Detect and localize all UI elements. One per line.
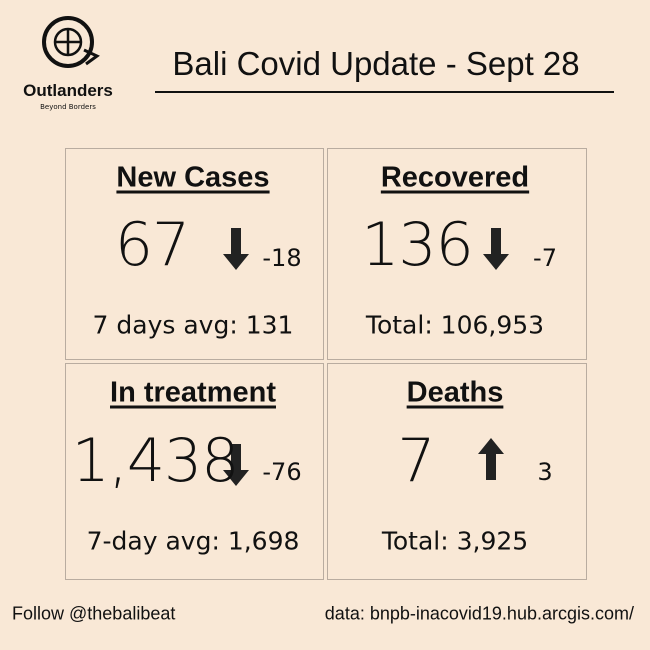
card-heading: Recovered (380, 161, 530, 194)
card-footer: 7-day avg: 1,698 (86, 526, 300, 556)
arrow-down (223, 444, 249, 486)
card-change: -18 (262, 244, 302, 272)
logo-tagline: Beyond Borders (40, 103, 96, 111)
title: Bali Covid Update - Sept 28 (172, 45, 580, 82)
card-heading: In treatment (110, 376, 276, 409)
footer-right: data: bnpb-inacovid19.hub.arcgis.com/ (324, 603, 634, 624)
card-heading: Deaths (406, 376, 504, 409)
footer-left: Follow @thebalibeat (12, 603, 176, 624)
card-change: -76 (262, 458, 302, 486)
card-value: 7 (397, 426, 435, 496)
card (327, 148, 587, 360)
logo-arrow (83, 48, 100, 66)
arrow-up (478, 438, 504, 480)
logo-name: Outlanders (23, 81, 113, 100)
card-heading: New Cases (116, 161, 270, 194)
card (327, 363, 587, 580)
card (65, 363, 324, 580)
card-value: 67 (114, 210, 190, 280)
card-value: 136 (361, 210, 474, 280)
card-footer: Total: 3,925 (381, 526, 529, 556)
card-change: -7 (533, 244, 557, 272)
arrow-down (483, 228, 509, 270)
card-footer: 7 days avg: 131 (92, 310, 294, 340)
card-value: 1,438 (71, 426, 240, 496)
logo-globe (42, 16, 94, 68)
card (65, 148, 324, 360)
logo-globe-lines (55, 29, 81, 55)
card-footer: Total: 106,953 (365, 310, 545, 340)
arrow-down (223, 228, 249, 270)
card-change: 3 (537, 458, 553, 486)
